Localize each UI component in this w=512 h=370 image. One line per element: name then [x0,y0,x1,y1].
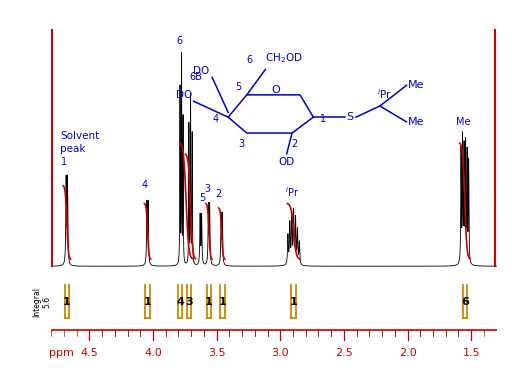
Text: DO: DO [176,90,192,100]
Text: $^i$Pr: $^i$Pr [285,185,300,199]
Text: Solvent
peak: Solvent peak [60,131,99,154]
Text: 4.5: 4.5 [80,348,98,358]
Text: Me: Me [408,80,424,90]
Text: ppm: ppm [49,348,74,358]
Text: 2.0: 2.0 [399,348,416,358]
Text: Me: Me [408,117,424,127]
Text: 4.0: 4.0 [144,348,162,358]
Text: 2.5: 2.5 [335,348,353,358]
Text: O: O [272,85,281,95]
Text: 1: 1 [205,296,213,307]
Text: 6: 6 [246,55,252,65]
Text: 2: 2 [216,189,222,199]
Text: 1: 1 [144,296,152,307]
Text: 1: 1 [61,157,67,167]
Text: 2: 2 [291,139,298,149]
Text: 4: 4 [176,296,184,307]
Text: S: S [347,112,354,122]
Text: $^i$Pr: $^i$Pr [377,87,392,101]
Text: 5: 5 [235,82,242,92]
Text: CH$_2$OD: CH$_2$OD [265,51,303,65]
Text: 4: 4 [141,180,147,190]
Text: 1.5: 1.5 [462,348,480,358]
Text: 1: 1 [320,114,326,124]
Text: 3.0: 3.0 [271,348,289,358]
Text: 1: 1 [63,296,71,307]
Text: 1: 1 [219,296,226,307]
Text: Integral
5.6: Integral 5.6 [32,286,51,317]
Text: 6: 6 [176,36,182,46]
Text: OD: OD [279,157,295,167]
Text: 3: 3 [239,139,245,149]
Text: 3: 3 [185,296,193,307]
Text: 1: 1 [290,296,297,307]
Text: 4: 4 [212,114,219,124]
Text: Me: Me [456,117,471,127]
Text: 6: 6 [461,296,469,307]
Text: 5: 5 [200,193,206,203]
Text: DO: DO [193,66,209,76]
Text: 6B: 6B [189,71,203,81]
Text: 3: 3 [204,184,210,194]
Text: 3.5: 3.5 [208,348,225,358]
